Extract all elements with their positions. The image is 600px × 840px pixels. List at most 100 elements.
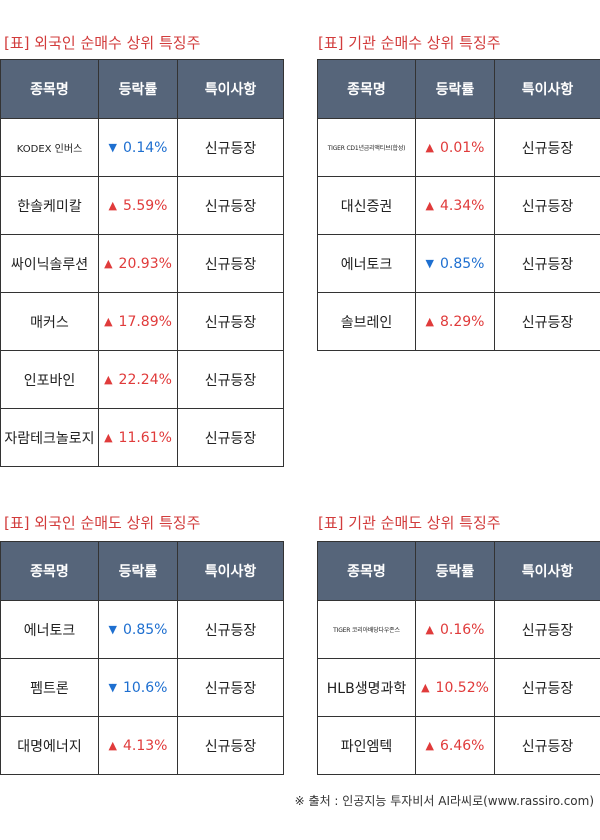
column-header-note: 특이사항: [177, 541, 284, 601]
stock-name: 한솔케미칼: [0, 176, 99, 235]
foreign-net-buy-table: 종목명 등락률 특이사항 KODEX 인버스 ▼ 0.14% 신규등장 한솔케미칼 ▲ 5…: [0, 59, 284, 467]
table-row: TIGER 코리아배당다우존스 ▲ 0.16% 신규등장: [317, 600, 600, 659]
change-direction-icon: ▼: [108, 140, 117, 154]
table-header-row: 종목명 등락률 특이사항: [0, 541, 284, 601]
change-percent: 5.59%: [122, 197, 168, 214]
institution-net-buy-table: 종목명 등락률 특이사항 TIGER CD1년금리액티브(합성) ▲ 0.01% 신규…: [317, 59, 600, 351]
change-rate: ▲ 0.16%: [415, 600, 495, 659]
note: 신규등장: [494, 176, 600, 235]
stock-name: 솔브레인: [317, 292, 416, 351]
note: 신규등장: [494, 234, 600, 293]
table-row: 펨트론 ▼ 10.6% 신규등장: [0, 658, 284, 717]
table-row: KODEX 인버스 ▼ 0.14% 신규등장: [0, 118, 284, 177]
change-rate: ▼ 0.85%: [415, 234, 495, 293]
note: 신규등장: [177, 292, 284, 351]
table-header-row: 종목명 등락률 특이사항: [317, 541, 600, 601]
stock-name: 파인엠텍: [317, 716, 416, 775]
stock-name: 자람테크놀로지: [0, 408, 99, 467]
change-percent: 0.16%: [439, 621, 485, 638]
change-percent: 10.52%: [435, 679, 489, 696]
change-direction-icon: ▲: [104, 430, 113, 444]
change-percent: 6.46%: [439, 737, 485, 754]
change-rate: ▲ 22.24%: [98, 350, 178, 409]
change-percent: 4.34%: [439, 197, 485, 214]
change-percent: 0.85%: [439, 255, 485, 272]
column-header-name: 종목명: [0, 59, 99, 119]
stock-name: TIGER 코리아배당다우존스: [317, 600, 416, 659]
source-note: ※ 출처 : 인공지능 투자비서 AI라씨로(www.rassiro.com): [294, 794, 594, 808]
change-percent: 10.6%: [122, 679, 168, 696]
change-percent: 0.14%: [122, 139, 168, 156]
table-row: 대명에너지 ▲ 4.13% 신규등장: [0, 716, 284, 775]
stock-name: 대신증권: [317, 176, 416, 235]
change-rate: ▲ 17.89%: [98, 292, 178, 351]
foreign-net-sell-table: 종목명 등락률 특이사항 에너토크 ▼ 0.85% 신규등장 펨트론 ▼ 10.6% 신규등…: [0, 541, 284, 775]
table-row: HLB생명과학 ▲ 10.52% 신규등장: [317, 658, 600, 717]
note: 신규등장: [494, 292, 600, 351]
foreign-net-sell-title: [표] 외국인 순매도 상위 특징주: [4, 514, 201, 532]
table-row: 인포바인 ▲ 22.24% 신규등장: [0, 350, 284, 409]
change-direction-icon: ▲: [421, 680, 430, 694]
institution-net-sell-title: [표] 기관 순매도 상위 특징주: [318, 514, 501, 532]
stock-name: 싸이닉솔루션: [0, 234, 99, 293]
table-header-row: 종목명 등락률 특이사항: [0, 59, 284, 119]
column-header-name: 종목명: [0, 541, 99, 601]
change-percent: 0.85%: [122, 621, 168, 638]
change-percent: 11.61%: [118, 429, 172, 446]
change-direction-icon: ▲: [108, 198, 117, 212]
change-direction-icon: ▲: [104, 256, 113, 270]
change-rate: ▲ 6.46%: [415, 716, 495, 775]
table-row: TIGER CD1년금리액티브(합성) ▲ 0.01% 신규등장: [317, 118, 600, 177]
change-direction-icon: ▲: [104, 372, 113, 386]
table-row: 싸이닉솔루션 ▲ 20.93% 신규등장: [0, 234, 284, 293]
note: 신규등장: [177, 234, 284, 293]
note: 신규등장: [177, 600, 284, 659]
stock-name: 에너토크: [0, 600, 99, 659]
note: 신규등장: [177, 350, 284, 409]
change-rate: ▲ 11.61%: [98, 408, 178, 467]
table-row: 에너토크 ▼ 0.85% 신규등장: [0, 600, 284, 659]
change-direction-icon: ▼: [108, 622, 117, 636]
change-rate: ▲ 5.59%: [98, 176, 178, 235]
change-rate: ▲ 4.34%: [415, 176, 495, 235]
column-header-note: 특이사항: [177, 59, 284, 119]
note: 신규등장: [177, 176, 284, 235]
change-direction-icon: ▼: [108, 680, 117, 694]
change-percent: 20.93%: [118, 255, 172, 272]
institution-net-buy-title: [표] 기관 순매수 상위 특징주: [318, 34, 501, 52]
change-rate: ▼ 0.85%: [98, 600, 178, 659]
change-direction-icon: ▼: [425, 256, 434, 270]
table-row: 매커스 ▲ 17.89% 신규등장: [0, 292, 284, 351]
column-header-rate: 등락률: [415, 541, 495, 601]
column-header-rate: 등락률: [98, 59, 178, 119]
stock-name: 펨트론: [0, 658, 99, 717]
note: 신규등장: [177, 118, 284, 177]
table-row: 자람테크놀로지 ▲ 11.61% 신규등장: [0, 408, 284, 467]
table-row: 대신증권 ▲ 4.34% 신규등장: [317, 176, 600, 235]
table-row: 솔브레인 ▲ 8.29% 신규등장: [317, 292, 600, 351]
change-direction-icon: ▲: [425, 738, 434, 752]
change-percent: 22.24%: [118, 371, 172, 388]
note: 신규등장: [494, 716, 600, 775]
column-header-name: 종목명: [317, 541, 416, 601]
column-header-note: 특이사항: [494, 541, 600, 601]
foreign-net-buy-title: [표] 외국인 순매수 상위 특징주: [4, 34, 201, 52]
change-rate: ▲ 0.01%: [415, 118, 495, 177]
table-row: 에너토크 ▼ 0.85% 신규등장: [317, 234, 600, 293]
table-header-row: 종목명 등락률 특이사항: [317, 59, 600, 119]
column-header-name: 종목명: [317, 59, 416, 119]
change-direction-icon: ▲: [104, 314, 113, 328]
change-percent: 0.01%: [439, 139, 485, 156]
stock-name: KODEX 인버스: [0, 118, 99, 177]
change-rate: ▲ 8.29%: [415, 292, 495, 351]
change-rate: ▲ 10.52%: [415, 658, 495, 717]
change-direction-icon: ▲: [425, 314, 434, 328]
change-percent: 4.13%: [122, 737, 168, 754]
table-row: 한솔케미칼 ▲ 5.59% 신규등장: [0, 176, 284, 235]
stock-name: HLB생명과학: [317, 658, 416, 717]
institution-net-sell-table: 종목명 등락률 특이사항 TIGER 코리아배당다우존스 ▲ 0.16% 신규등장 H…: [317, 541, 600, 775]
stock-name: 매커스: [0, 292, 99, 351]
note: 신규등장: [177, 658, 284, 717]
column-header-rate: 등락률: [415, 59, 495, 119]
note: 신규등장: [177, 408, 284, 467]
